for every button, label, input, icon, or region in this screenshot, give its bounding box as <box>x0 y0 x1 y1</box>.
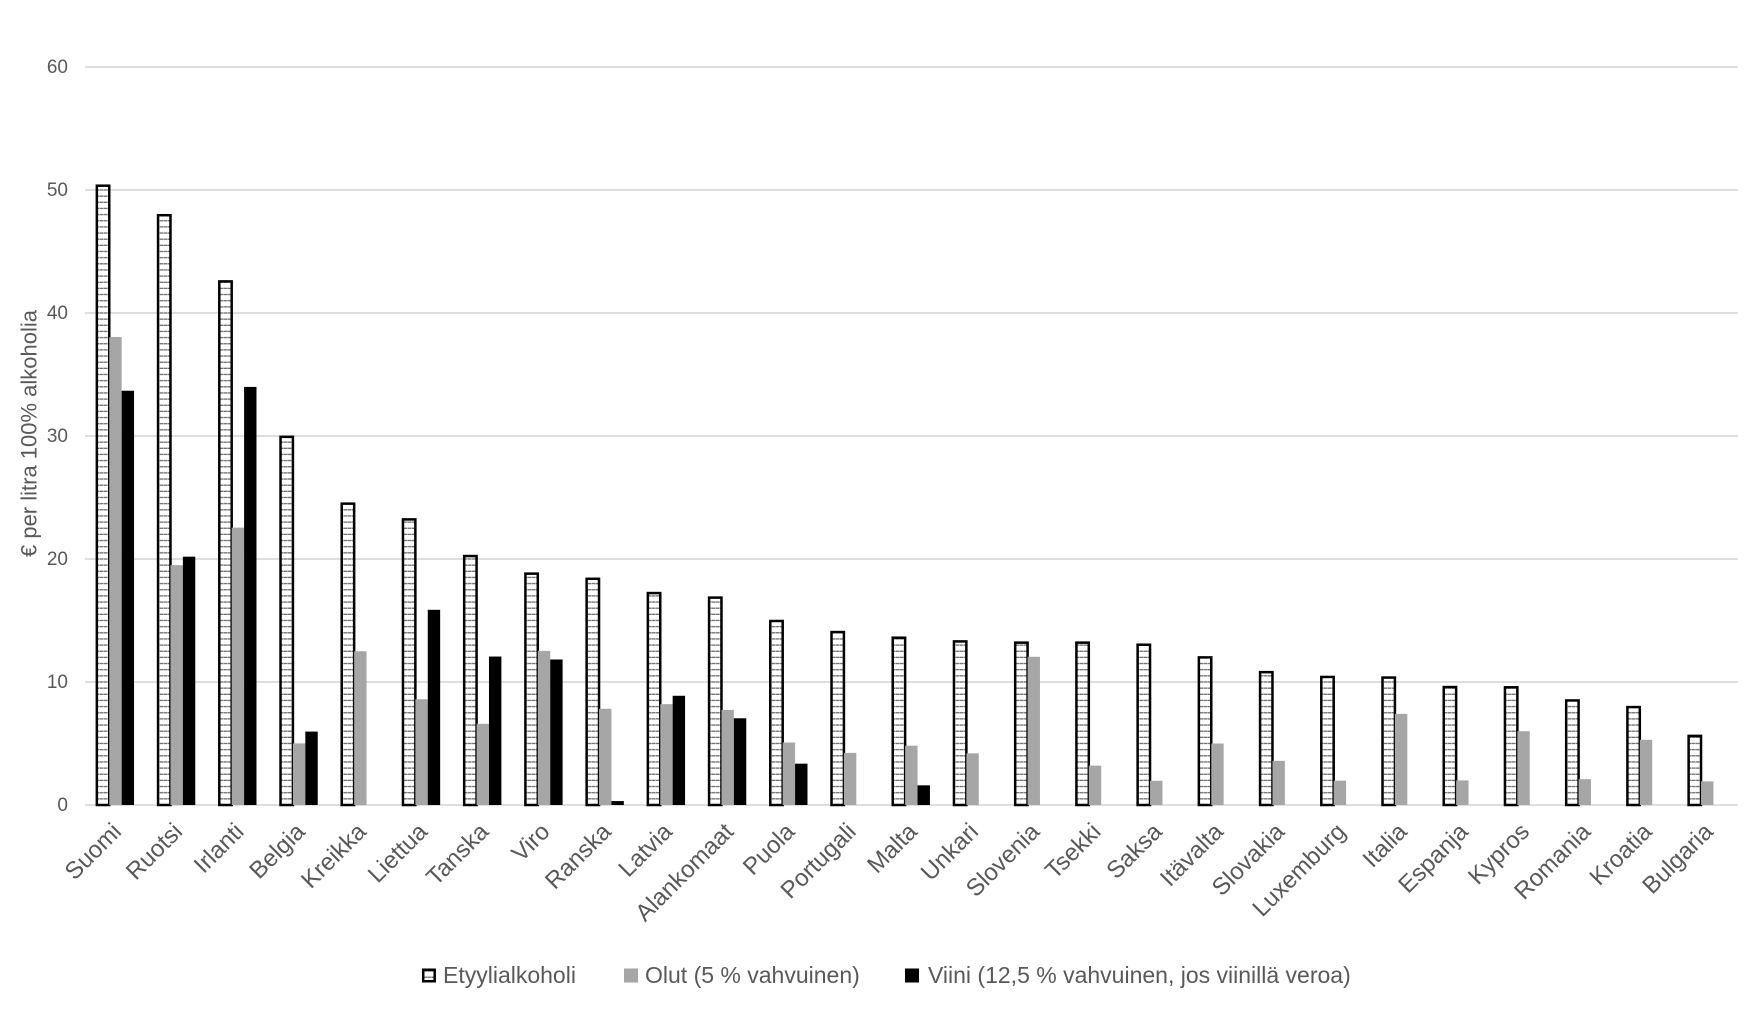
svg-text:€ per litra 100% alkoholia: € per litra 100% alkoholia <box>17 309 42 557</box>
svg-text:50: 50 <box>47 180 68 201</box>
svg-text:Etyylialkoholi: Etyylialkoholi <box>443 962 576 988</box>
svg-text:Viini (12,5 % vahvuinen, jos v: Viini (12,5 % vahvuinen, jos viinillä ve… <box>928 962 1351 988</box>
svg-text:20: 20 <box>47 549 68 570</box>
svg-text:0: 0 <box>57 795 68 816</box>
svg-text:Olut (5 % vahvuinen): Olut (5 % vahvuinen) <box>645 962 860 988</box>
svg-text:40: 40 <box>47 303 68 324</box>
svg-text:60: 60 <box>47 57 68 78</box>
svg-text:10: 10 <box>47 672 68 693</box>
svg-text:30: 30 <box>47 426 68 447</box>
